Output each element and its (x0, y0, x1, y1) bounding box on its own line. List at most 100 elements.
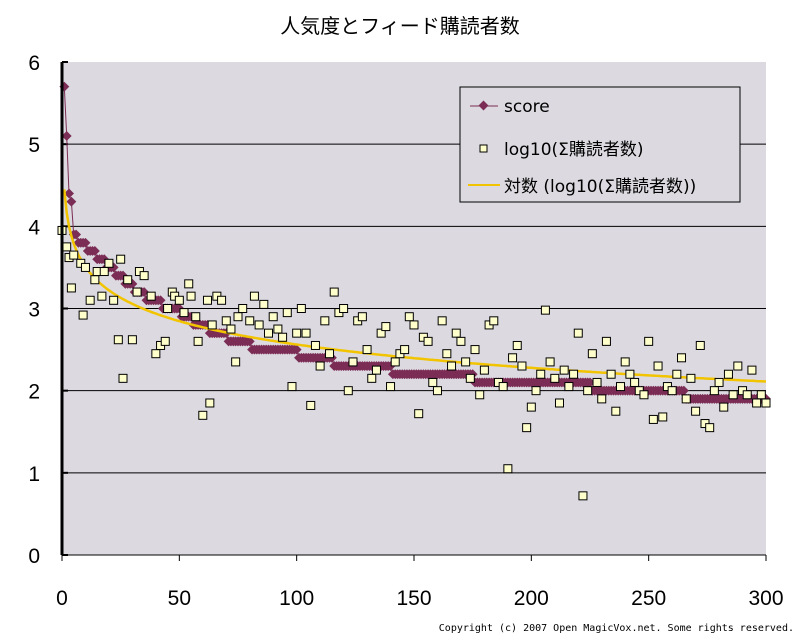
x-tick-label: 300 (748, 587, 783, 610)
log-point (245, 316, 255, 326)
legend-trend-label: 対数 (log10(Σ購読者数)) (504, 177, 696, 197)
log-point (616, 382, 626, 392)
x-tick-label: 150 (396, 587, 431, 610)
log-point (705, 423, 715, 433)
log-point (207, 320, 217, 330)
score-point (678, 385, 689, 396)
log-point (479, 365, 489, 375)
y-tick-label: 2 (28, 381, 40, 404)
log-point (151, 349, 161, 359)
log-point (578, 491, 588, 501)
log-point (268, 312, 278, 322)
legend-score-label: score (504, 97, 550, 117)
log-point (90, 275, 100, 285)
log-point (691, 406, 701, 416)
log-point (371, 365, 381, 375)
y-tick-label: 5 (28, 134, 40, 157)
log-point (667, 386, 677, 396)
x-tick-label: 0 (56, 587, 68, 610)
log-point (512, 340, 522, 350)
log-point (386, 382, 396, 392)
log-point (139, 271, 149, 281)
log-point (498, 382, 508, 392)
log-point (559, 365, 569, 375)
x-tick-label: 250 (631, 587, 666, 610)
log-point (109, 295, 119, 305)
log-point (348, 357, 358, 367)
log-point (282, 308, 292, 318)
log-point (320, 316, 330, 326)
log-point (264, 328, 274, 338)
log-point (695, 340, 705, 350)
log-point (658, 412, 668, 422)
legend-log-marker (479, 144, 488, 153)
log-point (66, 283, 76, 293)
log-point (179, 308, 189, 318)
log-point (99, 267, 109, 277)
score-point (71, 229, 82, 240)
log-point (202, 295, 212, 305)
log-point (85, 295, 95, 305)
log-point (611, 406, 621, 416)
score-point (585, 377, 595, 388)
log-point (259, 299, 269, 309)
log-point (601, 336, 611, 346)
legend: score log10(Σ購読者数) 対数 (log10(Σ購読者数)) (459, 86, 741, 203)
score-point (89, 246, 100, 256)
log-point (653, 361, 663, 371)
log-point (310, 340, 320, 350)
log-point (587, 349, 597, 359)
log-point (550, 373, 560, 383)
y-tick-label: 6 (28, 52, 40, 75)
log-point (296, 304, 306, 313)
log-point (489, 316, 499, 326)
log-point (728, 390, 738, 400)
log-point (508, 353, 518, 363)
log-point (233, 312, 243, 322)
log-point (146, 291, 156, 301)
copyright-text: Copyright (c) 2007 Open MagicVox.net. So… (438, 623, 794, 634)
log-point (540, 305, 550, 315)
score-point (155, 295, 166, 306)
log-point (116, 254, 126, 264)
log-point (163, 304, 173, 313)
log-point (381, 322, 391, 332)
log-point (69, 250, 79, 260)
log-point (193, 336, 203, 346)
log-point (456, 336, 466, 346)
log-point (742, 390, 752, 400)
score-point (139, 287, 150, 298)
log-point (376, 328, 386, 338)
log-point (329, 287, 339, 297)
log-point (752, 398, 762, 408)
log-point (97, 291, 107, 301)
log-point (357, 312, 367, 322)
log-point (442, 349, 452, 359)
log-point (714, 377, 724, 387)
log-point (226, 324, 236, 334)
score-point (291, 344, 302, 355)
log-point (184, 279, 194, 289)
log-point (447, 361, 457, 371)
log-point (325, 349, 335, 359)
log-point (362, 345, 372, 355)
y-tick-label: 3 (28, 299, 40, 322)
log-point (292, 328, 302, 338)
log-point (113, 335, 123, 345)
x-tick-label: 50 (168, 587, 191, 610)
log-point (648, 414, 658, 424)
log-point (592, 377, 602, 387)
x-tick-label: 200 (514, 587, 549, 610)
log-point (536, 369, 546, 379)
log-point (174, 295, 184, 305)
log-point (677, 353, 687, 363)
log-point (437, 316, 447, 326)
log-point (249, 291, 259, 301)
log-point (672, 369, 682, 379)
log-point (238, 304, 248, 313)
log-point (198, 410, 208, 420)
log-point (78, 310, 88, 320)
log-point (414, 409, 424, 419)
log-point (531, 386, 541, 396)
